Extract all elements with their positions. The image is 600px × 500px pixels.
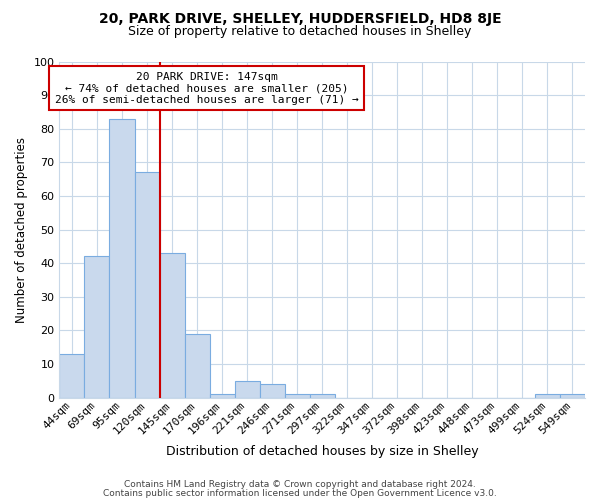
Bar — [560, 394, 585, 398]
Bar — [59, 354, 85, 398]
Bar — [134, 172, 160, 398]
Y-axis label: Number of detached properties: Number of detached properties — [15, 136, 28, 322]
Bar — [160, 253, 185, 398]
Bar — [284, 394, 310, 398]
Bar — [535, 394, 560, 398]
Text: Size of property relative to detached houses in Shelley: Size of property relative to detached ho… — [128, 25, 472, 38]
Text: Contains public sector information licensed under the Open Government Licence v3: Contains public sector information licen… — [103, 488, 497, 498]
Bar — [235, 381, 260, 398]
Text: Contains HM Land Registry data © Crown copyright and database right 2024.: Contains HM Land Registry data © Crown c… — [124, 480, 476, 489]
X-axis label: Distribution of detached houses by size in Shelley: Distribution of detached houses by size … — [166, 444, 479, 458]
Bar — [310, 394, 335, 398]
Text: 20 PARK DRIVE: 147sqm
← 74% of detached houses are smaller (205)
26% of semi-det: 20 PARK DRIVE: 147sqm ← 74% of detached … — [55, 72, 358, 105]
Bar — [185, 334, 209, 398]
Bar — [109, 118, 134, 398]
Text: 20, PARK DRIVE, SHELLEY, HUDDERSFIELD, HD8 8JE: 20, PARK DRIVE, SHELLEY, HUDDERSFIELD, H… — [98, 12, 502, 26]
Bar — [209, 394, 235, 398]
Bar — [260, 384, 284, 398]
Bar — [85, 256, 109, 398]
